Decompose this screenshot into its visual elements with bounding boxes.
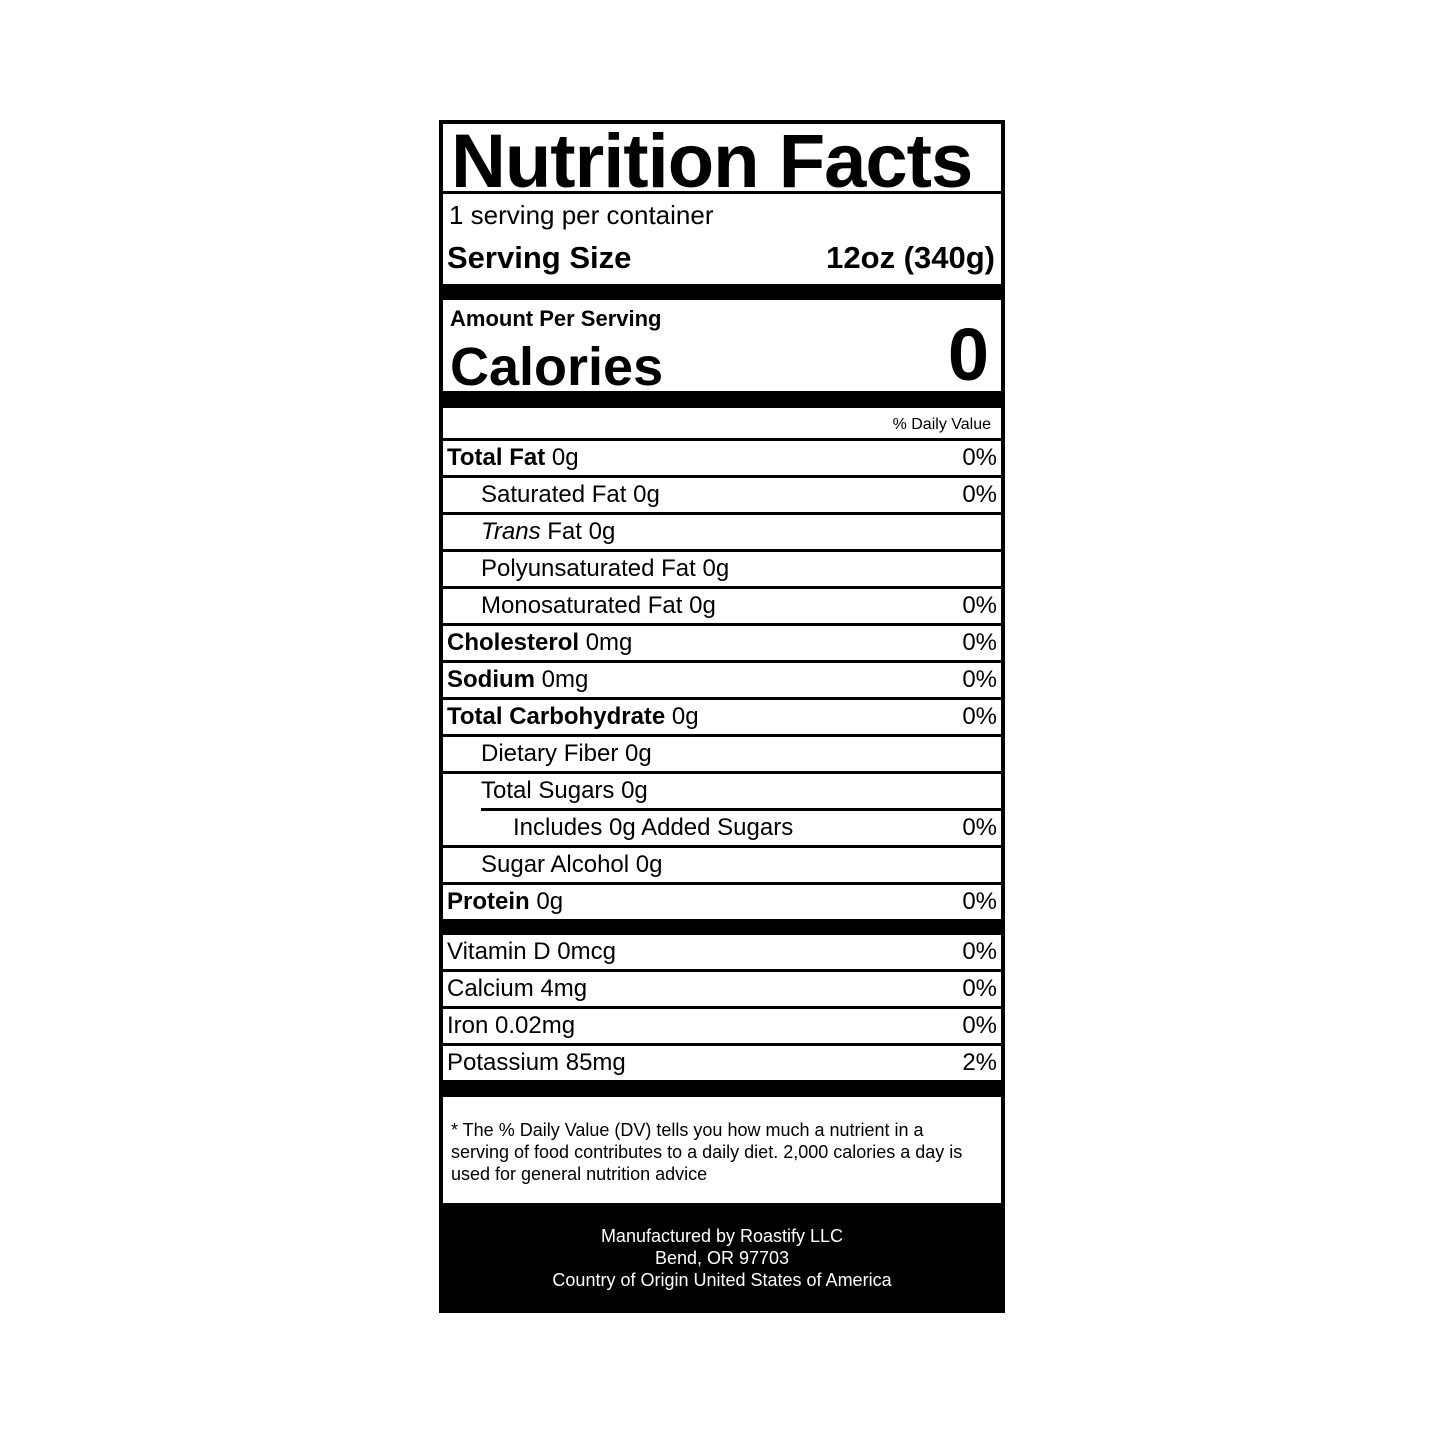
thick-divider — [443, 391, 1001, 408]
dv: 0% — [962, 703, 997, 730]
dv: 0% — [962, 629, 997, 656]
nutrient-row-protein: Protein 0g 0% — [447, 888, 997, 915]
vitamin-row-calcium: Calcium 4mg 0% — [443, 972, 1001, 1009]
nutrient-row-added-sugars: Includes 0g Added Sugars 0% — [443, 811, 1001, 848]
nutrient-row-saturated-fat: Saturated Fat 0g 0% — [443, 478, 1001, 515]
manufacturer-info: Manufactured by Roastify LLC Bend, OR 97… — [443, 1203, 1001, 1309]
dv: 0% — [962, 888, 997, 915]
nutrient-row-total-carbohydrate: Total Carbohydrate 0g 0% — [443, 700, 1001, 737]
calories-value: 0 — [947, 313, 989, 396]
serving-size-label: Serving Size — [447, 240, 632, 275]
dv: 0% — [962, 481, 997, 508]
thick-divider — [443, 1080, 1001, 1097]
thick-divider — [443, 284, 1001, 300]
vitamin-row-vitamin-d: Vitamin D 0mcg 0% — [443, 935, 1001, 972]
nutrient-row-cholesterol: Cholesterol 0mg 0% — [443, 626, 1001, 663]
nutrient-row-total-sugars: Total Sugars 0g — [443, 774, 1001, 811]
serving-size-value: 12oz (340g) — [826, 240, 995, 275]
servings-per-container: 1 serving per container — [449, 200, 714, 230]
amount-per-serving: Amount Per Serving — [450, 306, 662, 331]
nutrient-row-dietary-fiber: Dietary Fiber 0g — [443, 737, 1001, 774]
nutrient-row-total-fat: Total Fat 0g 0% — [443, 441, 1001, 478]
nutrient-row-trans-fat: Trans Fat 0g — [443, 515, 1001, 552]
dv: 0% — [962, 592, 997, 619]
thick-divider — [443, 919, 1001, 935]
vitamin-row-potassium: Potassium 85mg 2% — [447, 1049, 997, 1076]
calories-label: Calories — [450, 337, 664, 397]
dv: 0% — [962, 666, 997, 693]
dv: 0% — [962, 938, 997, 965]
nutrient-row-sugar-alcohol: Sugar Alcohol 0g — [443, 848, 1001, 885]
country-of-origin: Country of Origin United States of Ameri… — [552, 1270, 892, 1290]
dv: 2% — [962, 1049, 997, 1076]
nutrient-row-monosaturated-fat: Monosaturated Fat 0g 0% — [443, 589, 1001, 626]
daily-value-header: % Daily Value — [443, 408, 1001, 441]
daily-value-footnote: * The % Daily Value (DV) tells you how m… — [451, 1120, 963, 1184]
nutrient-row-polyunsaturated-fat: Polyunsaturated Fat 0g — [443, 552, 1001, 589]
nutrient-row-sodium: Sodium 0mg 0% — [443, 663, 1001, 700]
dv: 0% — [962, 444, 997, 471]
vitamin-row-iron: Iron 0.02mg 0% — [443, 1009, 1001, 1046]
dv: 0% — [962, 814, 997, 841]
calories-section: Amount Per Serving Calories 0 — [443, 300, 1001, 397]
serving-info: 1 serving per container Serving Size 12o… — [443, 194, 1001, 284]
dv: 0% — [962, 975, 997, 1002]
manufacturer-name: Manufactured by Roastify LLC — [600, 1226, 844, 1246]
dv: 0% — [962, 1012, 997, 1039]
manufacturer-address: Bend, OR 97703 — [654, 1248, 790, 1268]
serving-size: Serving Size 12oz (340g) — [447, 240, 995, 276]
nutrition-facts-label: Nutrition Facts 1 serving per container … — [439, 120, 1005, 1313]
label-title: Nutrition Facts — [443, 124, 1001, 194]
